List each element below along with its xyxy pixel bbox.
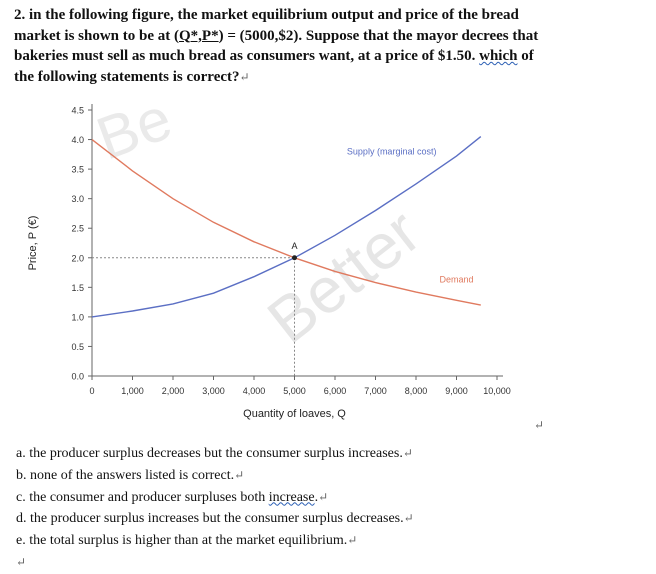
equilibrium-label: A	[291, 241, 297, 251]
paragraph-mark-icon: ↵	[403, 511, 414, 526]
demand-curve-label: Demand	[439, 275, 473, 285]
question-line-3-text: bakeries must sell as much bread as cons…	[14, 48, 476, 64]
answer-underlined-word: increase	[268, 489, 315, 505]
answer-d[interactable]: d. the producer surplus increases but th…	[16, 508, 636, 530]
answer-text: the producer surplus decreases but the c…	[29, 446, 403, 461]
question-line-3: bakeries must sell as much bread as cons…	[14, 46, 644, 67]
answer-e[interactable]: e. the total surplus is higher than at t…	[16, 530, 636, 552]
answer-list: a. the producer surplus decreases but th…	[16, 443, 636, 574]
answer-letter: b.	[16, 467, 27, 483]
paragraph-mark-icon: ↵	[347, 533, 358, 548]
paragraph-mark-icon: ↵	[318, 489, 329, 504]
x-tick-label: 7,000	[364, 386, 387, 396]
y-tick-label: 0.5	[71, 342, 84, 352]
equilibrium-notation: Q*,P*	[179, 27, 219, 44]
y-tick-label: 4.5	[71, 106, 84, 116]
question-line-1: 2. in the following figure, the market e…	[14, 7, 519, 23]
answer-text: the producer surplus increases but the c…	[30, 511, 404, 527]
answer-a[interactable]: a. the producer surplus decreases but th…	[16, 443, 636, 465]
x-tick-label: 9,000	[445, 386, 468, 396]
market-figure: Better Be 0.0 0.5 1.0 1.5 2.0 2.5 3.0 3.5 4.0 4.5 0 1…	[12, 94, 532, 434]
question-of-word: of	[521, 48, 534, 64]
equilibrium-point	[292, 255, 297, 261]
x-tick-label: 2,000	[162, 386, 185, 396]
trailing-paragraph-mark: ↵	[16, 552, 636, 574]
x-tick-label: 8,000	[405, 386, 428, 396]
x-axis-label: Quantity of loaves, Q	[243, 408, 346, 420]
paragraph-mark-icon: ↵	[239, 69, 250, 84]
paragraph-mark-icon: ↵	[534, 418, 545, 432]
y-tick-label: 2.0	[71, 253, 84, 263]
x-tick-label: 4,000	[243, 386, 266, 396]
y-tick-label: 4.0	[71, 135, 84, 145]
x-tick-label: 5,000	[283, 386, 306, 396]
watermark-partial-text: Be	[88, 94, 180, 172]
answer-text: the consumer and producer surpluses both	[29, 489, 269, 505]
answer-text: none of the answers listed is correct.	[30, 467, 235, 483]
answer-text: the total surplus is higher than at the …	[29, 533, 348, 549]
paragraph-mark-icon: ↵	[234, 467, 245, 482]
question-line-4: the following statements is correct?↵	[14, 67, 644, 88]
answer-b[interactable]: b. none of the answers listed is correct…	[16, 465, 636, 487]
y-tick-label: 1.0	[71, 312, 84, 322]
question-line-2-start: market is shown to be at (	[14, 27, 179, 44]
answer-tail: .	[314, 489, 319, 505]
question-line-2: market is shown to be at (Q*,P*) = (5000…	[14, 26, 644, 47]
x-tick-label: 3,000	[202, 386, 225, 396]
answer-letter: c.	[16, 489, 26, 505]
answer-letter: d.	[16, 511, 27, 527]
y-tick-label: 1.5	[71, 283, 84, 293]
question-line-4-text: the following statements is correct?	[14, 68, 240, 85]
supply-demand-chart: Better Be 0.0 0.5 1.0 1.5 2.0 2.5 3.0 3.5 4.0 4.5 0 1…	[27, 94, 511, 420]
question-line-2-end: ) = (5000,$2). Suppose that the mayor de…	[218, 27, 539, 44]
y-tick-label: 2.5	[71, 224, 84, 234]
paragraph-mark-icon: ↵	[16, 554, 27, 569]
answer-letter: e.	[16, 533, 26, 549]
y-tick-label: 0.0	[71, 372, 84, 382]
supply-curve-label: Supply (marginal cost)	[347, 146, 437, 156]
y-tick-label: 3.0	[71, 194, 84, 204]
x-tick-label: 6,000	[324, 386, 347, 396]
y-axis-label: Price, P (€)	[27, 216, 39, 271]
question-text: 2. in the following figure, the market e…	[14, 5, 644, 87]
answer-c[interactable]: c. the consumer and producer surpluses b…	[16, 487, 636, 509]
paragraph-mark-icon: ↵	[402, 446, 413, 460]
x-tick-label: 1,000	[121, 386, 144, 396]
y-tick-label: 3.5	[71, 165, 84, 175]
x-tick-label: 0	[89, 386, 94, 396]
x-tick-label: 10,000	[483, 386, 511, 396]
watermark-text: Better	[254, 195, 433, 357]
question-which-word: which	[479, 48, 518, 64]
answer-letter: a.	[16, 446, 26, 461]
